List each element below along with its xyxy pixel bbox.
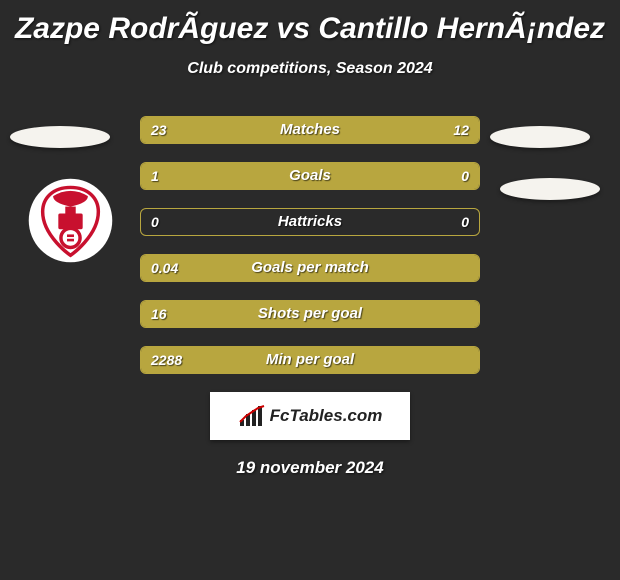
left-club-ellipse-1 <box>10 126 110 148</box>
stat-value-right: 0 <box>461 163 469 189</box>
stat-value-left: 0 <box>151 209 159 235</box>
stat-row: Shots per goal16 <box>140 300 480 328</box>
fctables-icon <box>238 404 266 428</box>
stat-label: Goals per match <box>141 255 479 281</box>
right-club-ellipse-1 <box>490 126 590 148</box>
stat-value-left: 2288 <box>151 347 182 373</box>
stat-label: Matches <box>141 117 479 143</box>
stat-value-left: 16 <box>151 301 167 327</box>
stat-value-left: 23 <box>151 117 167 143</box>
stat-row: Goals1 0 <box>140 162 480 190</box>
right-club-ellipse-2 <box>500 178 600 200</box>
stat-value-left: 1 <box>151 163 159 189</box>
stat-value-right: 12 <box>453 117 469 143</box>
brand-label: FcTables.com <box>270 406 383 426</box>
stat-label: Goals <box>141 163 479 189</box>
stat-label: Hattricks <box>141 209 479 235</box>
stat-row: Matches23 12 <box>140 116 480 144</box>
title: Zazpe RodrÃ­guez vs Cantillo HernÃ¡ndez <box>0 0 620 46</box>
left-team-badge <box>27 177 114 264</box>
comparison-widget: { "header": { "title": "Zazpe RodrÃ­guez… <box>0 0 620 580</box>
stat-value-right: 0 <box>461 209 469 235</box>
brand-badge[interactable]: FcTables.com <box>210 392 410 440</box>
stat-label: Min per goal <box>141 347 479 373</box>
stat-row: Min per goal2288 <box>140 346 480 374</box>
stat-label: Shots per goal <box>141 301 479 327</box>
team-crest-icon <box>27 177 114 264</box>
date: 19 november 2024 <box>0 458 620 478</box>
stat-value-left: 0.04 <box>151 255 178 281</box>
stat-row: Hattricks0 0 <box>140 208 480 236</box>
subtitle: Club competitions, Season 2024 <box>0 60 620 78</box>
stat-row: Goals per match0.04 <box>140 254 480 282</box>
